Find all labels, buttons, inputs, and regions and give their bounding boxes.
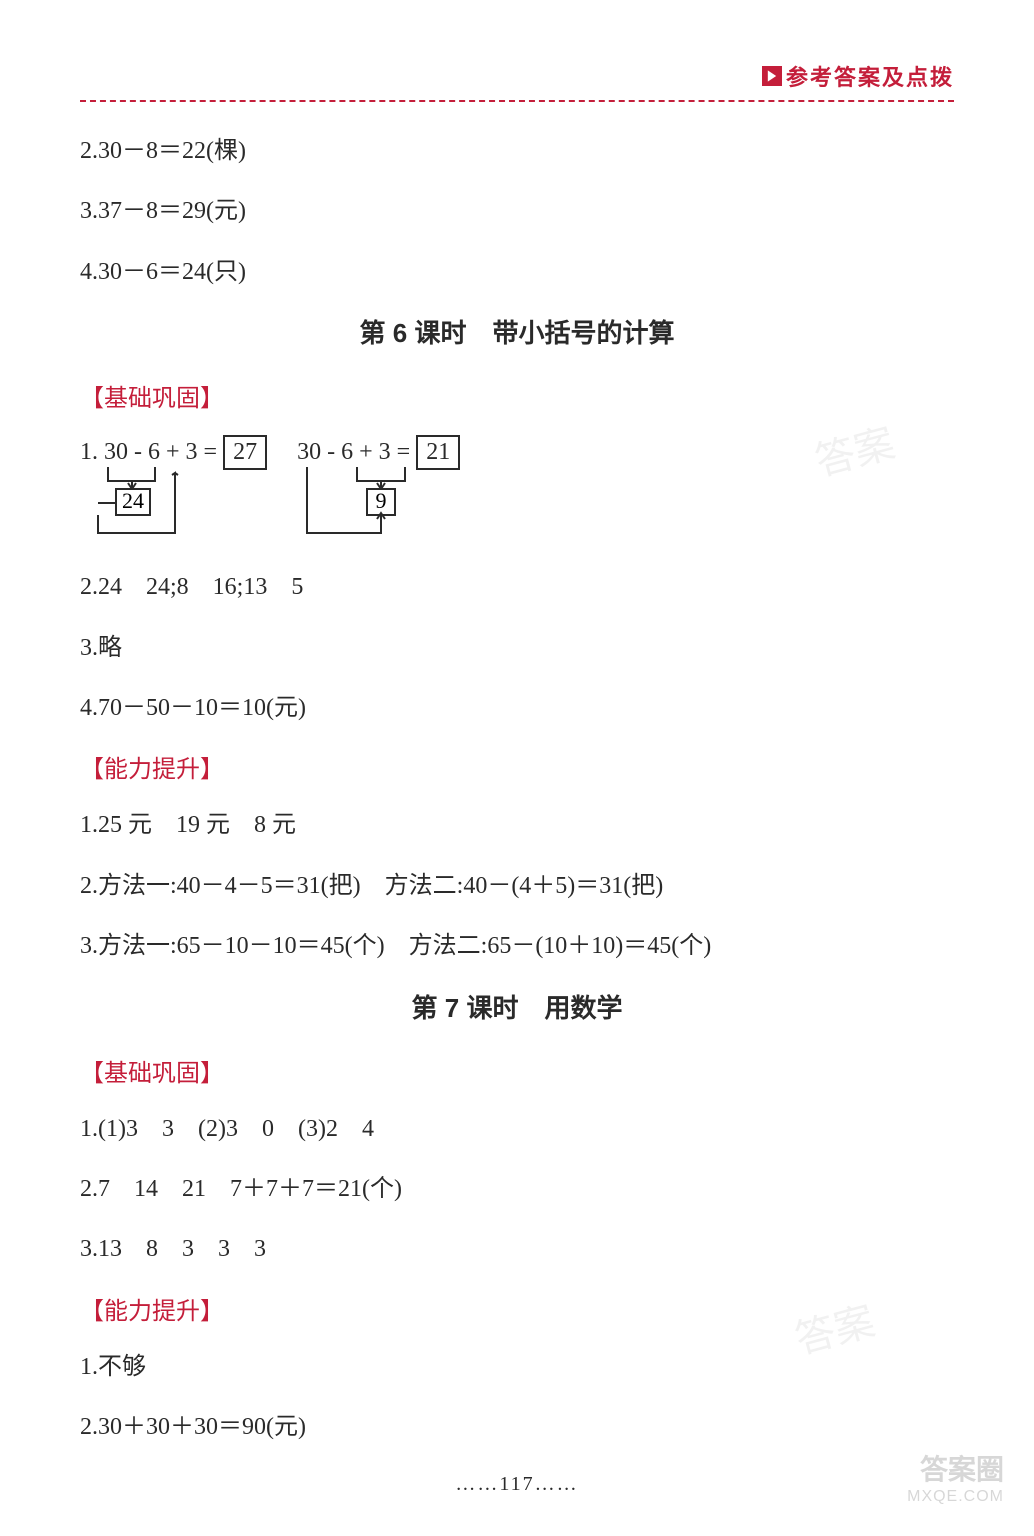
lesson7-basic-l2: 2.7 14 21 7＋7＋7＝21(个) — [80, 1170, 954, 1208]
calc1-a: 30 — [104, 439, 128, 466]
lesson6-basic-l2: 2.24 24;8 16;13 5 — [80, 568, 954, 606]
header-text: 参考答案及点拨 — [786, 60, 954, 92]
watermark-bottom-right: 答案圈 MXQE.COM — [907, 1448, 1004, 1506]
calc1-b: 6 — [148, 439, 160, 466]
calc-item-1: 1. 30 - 6 + 3 = 27 24 — [80, 435, 267, 540]
lesson6-ability-l2: 2.方法一:40－4－5＝31(把) 方法二:40－(4＋5)＝31(把) — [80, 867, 954, 905]
top-line-3: 3.37－8＝29(元) — [80, 192, 954, 230]
lesson6-ability-l1: 1.25 元 19 元 8 元 — [80, 806, 954, 844]
lesson7-title: 第 7 课时 用数学 — [80, 988, 954, 1025]
top-line-2: 2.30－8＝22(棵) — [80, 132, 954, 170]
calc2-a: 30 — [297, 439, 321, 466]
page-number: ……117…… — [455, 1473, 578, 1496]
calc2-bracket-svg: 9 — [297, 465, 497, 545]
calc1-op1: - — [134, 439, 142, 466]
lesson6-basic-l3: 3.略 — [80, 629, 954, 667]
calc2-b: 6 — [341, 439, 353, 466]
calc-item-2: 30 - 6 + 3 = 21 9 — [297, 435, 460, 540]
header-arrow-icon — [762, 66, 782, 86]
page-header: 参考答案及点拨 — [80, 60, 954, 92]
lesson6-basic-l4: 4.70－50－10＝10(元) — [80, 689, 954, 727]
lesson7-basic-l1: 1.(1)3 3 (2)3 0 (3)2 4 — [80, 1110, 954, 1148]
lesson7-ability-label: 【能力提升】 — [80, 1291, 954, 1326]
calc2-op2: + — [359, 439, 373, 466]
top-line-4: 4.30－6＝24(只) — [80, 253, 954, 291]
svg-text:9: 9 — [376, 488, 387, 513]
calc1-eq: = — [204, 439, 218, 466]
calc1-c: 3 — [186, 439, 198, 466]
watermark-text-2: MXQE.COM — [907, 1488, 1004, 1506]
lesson6-basic-label: 【基础巩固】 — [80, 378, 954, 413]
calc2-op1: - — [327, 439, 335, 466]
calc1-op2: + — [166, 439, 180, 466]
lesson7-basic-label: 【基础巩固】 — [80, 1053, 954, 1088]
header-divider — [80, 100, 954, 102]
lesson7-basic-l3: 3.13 8 3 3 3 — [80, 1230, 954, 1268]
watermark-text-1: 答案圈 — [907, 1448, 1004, 1488]
lesson7-ability-l1: 1.不够 — [80, 1348, 954, 1386]
calc2-c: 3 — [379, 439, 391, 466]
lesson7-ability-l2: 2.30＋30＋30＝90(元) — [80, 1408, 954, 1446]
calc-diagram-row: 1. 30 - 6 + 3 = 27 24 30 - 6 + 3 = — [80, 435, 954, 540]
calc1-bracket-svg: 24 — [80, 465, 280, 545]
lesson6-title: 第 6 课时 带小括号的计算 — [80, 313, 954, 350]
lesson6-ability-label: 【能力提升】 — [80, 749, 954, 784]
svg-text:24: 24 — [122, 488, 144, 513]
calc1-prefix: 1. — [80, 439, 98, 466]
calc2-eq: = — [397, 439, 411, 466]
lesson6-ability-l3: 3.方法一:65－10－10＝45(个) 方法二:65－(10＋10)＝45(个… — [80, 927, 954, 965]
